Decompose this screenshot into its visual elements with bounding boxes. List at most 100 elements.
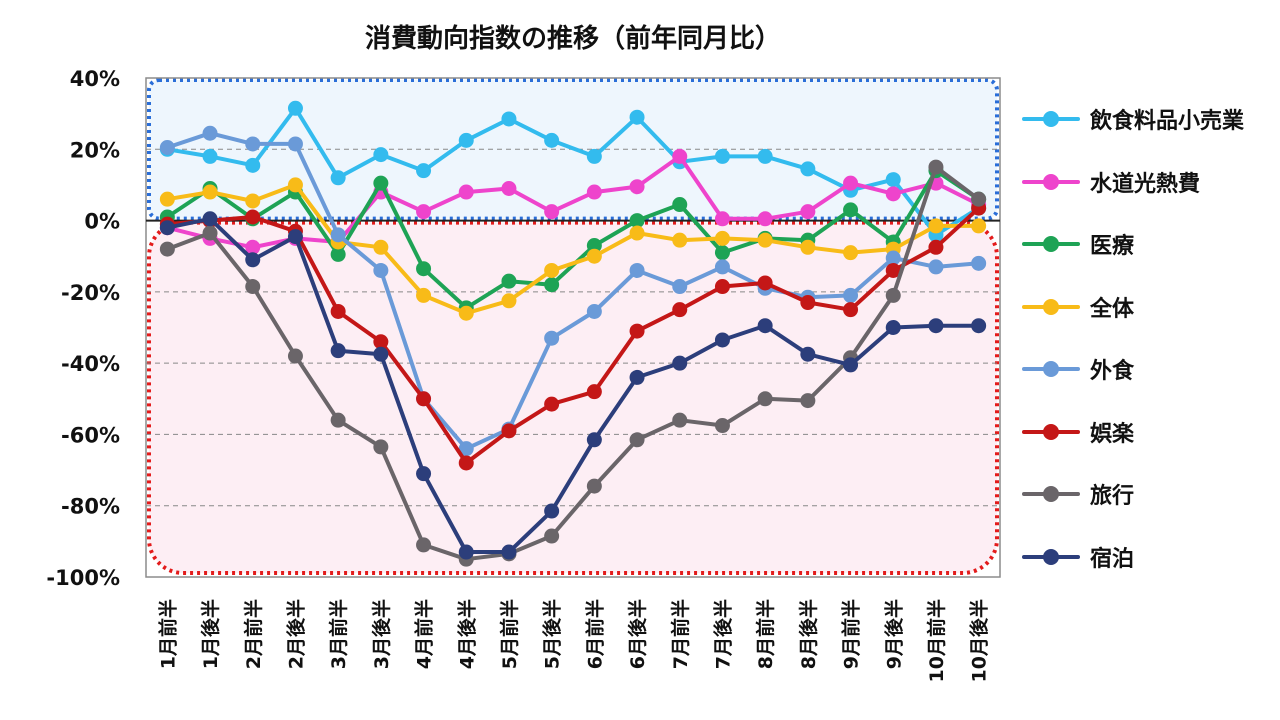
data-point: [971, 191, 987, 207]
data-point: [629, 213, 645, 229]
data-point: [330, 227, 346, 243]
data-point: [714, 259, 730, 275]
data-point: [714, 418, 730, 434]
data-point: [714, 332, 730, 348]
data-point: [416, 163, 432, 179]
data-point: [373, 334, 389, 350]
x-tick-label: 6月後半: [626, 599, 649, 669]
data-point: [416, 204, 432, 220]
x-tick-label: 7月後半: [711, 599, 734, 669]
x-tick-label: 3月後半: [370, 599, 393, 669]
data-point: [757, 391, 773, 407]
legend-label: 全体: [1090, 296, 1135, 322]
data-point: [373, 262, 389, 278]
data-point: [714, 279, 730, 295]
x-tick-label: 3月前半: [327, 599, 350, 669]
data-point: [800, 295, 816, 311]
data-point: [416, 261, 432, 277]
legend-label: 宿泊: [1090, 546, 1135, 572]
y-tick-label: -20%: [61, 281, 120, 305]
data-point: [202, 148, 218, 164]
data-point: [458, 305, 474, 321]
data-point: [629, 225, 645, 241]
legend-swatch: [1022, 356, 1080, 382]
data-point: [416, 466, 432, 482]
series-group: [159, 211, 987, 560]
data-point: [885, 262, 901, 278]
data-point: [501, 544, 517, 560]
data-point: [287, 100, 303, 116]
axes: [145, 77, 1001, 578]
data-point: [245, 136, 261, 152]
data-point: [245, 193, 261, 209]
data-point: [159, 140, 175, 156]
data-point: [672, 279, 688, 295]
data-point: [885, 287, 901, 303]
x-tick-labels: 1月前半 1月後半 2月前半 2月後半 3月前半 3月後半 4月前半 4月後半 5月前半 5月後半…: [156, 599, 990, 682]
data-point: [629, 323, 645, 339]
data-point: [330, 170, 346, 186]
legend-item: 外食: [1022, 338, 1272, 401]
data-point: [458, 184, 474, 200]
x-tick-label: 7月前半: [669, 599, 692, 669]
x-tick-label: 8月後半: [797, 599, 820, 669]
data-point: [843, 245, 859, 261]
legend-item: 全体: [1022, 276, 1272, 339]
data-point: [800, 161, 816, 177]
data-point: [586, 238, 602, 254]
data-point: [928, 239, 944, 255]
series-lines: [159, 100, 987, 567]
legend-swatch: [1022, 106, 1080, 132]
data-point: [245, 157, 261, 173]
data-point: [672, 148, 688, 164]
y-tick-label: -100%: [46, 566, 120, 590]
plot-frame: [145, 77, 1001, 578]
data-point: [885, 172, 901, 188]
x-tick-label: 8月前半: [754, 599, 777, 669]
data-point: [800, 239, 816, 255]
data-point: [245, 252, 261, 268]
data-point: [287, 136, 303, 152]
x-tick-label: 6月前半: [583, 599, 606, 669]
data-point: [843, 287, 859, 303]
data-point: [800, 393, 816, 409]
data-point: [586, 184, 602, 200]
data-point: [373, 439, 389, 455]
x-tick-label: 9月前半: [840, 599, 863, 669]
data-point: [544, 503, 560, 519]
data-point: [757, 275, 773, 291]
data-point: [629, 109, 645, 125]
data-point: [672, 302, 688, 318]
data-point: [159, 191, 175, 207]
x-tick-label: 5月前半: [498, 599, 521, 669]
data-point: [629, 179, 645, 195]
legend-label: 外食: [1090, 359, 1135, 385]
data-point: [544, 277, 560, 293]
data-point: [843, 302, 859, 318]
legend-swatch: [1022, 169, 1080, 195]
data-point: [672, 232, 688, 248]
data-point: [416, 537, 432, 553]
data-point: [544, 132, 560, 148]
data-point: [202, 184, 218, 200]
data-point: [202, 225, 218, 241]
x-tick-label: 9月後半: [882, 599, 905, 669]
data-point: [757, 148, 773, 164]
data-point: [544, 262, 560, 278]
data-point: [458, 455, 474, 471]
data-point: [885, 320, 901, 335]
data-point: [373, 346, 389, 362]
data-point: [501, 111, 517, 127]
data-point: [245, 209, 261, 225]
data-point: [714, 230, 730, 246]
series-group: [159, 125, 987, 457]
data-point: [458, 441, 474, 457]
data-point: [202, 211, 218, 227]
data-point: [928, 159, 944, 175]
data-point: [586, 478, 602, 494]
data-point: [373, 175, 389, 191]
data-point: [586, 384, 602, 400]
legend-swatch: [1022, 544, 1080, 570]
data-point: [544, 528, 560, 544]
data-point: [800, 346, 816, 362]
